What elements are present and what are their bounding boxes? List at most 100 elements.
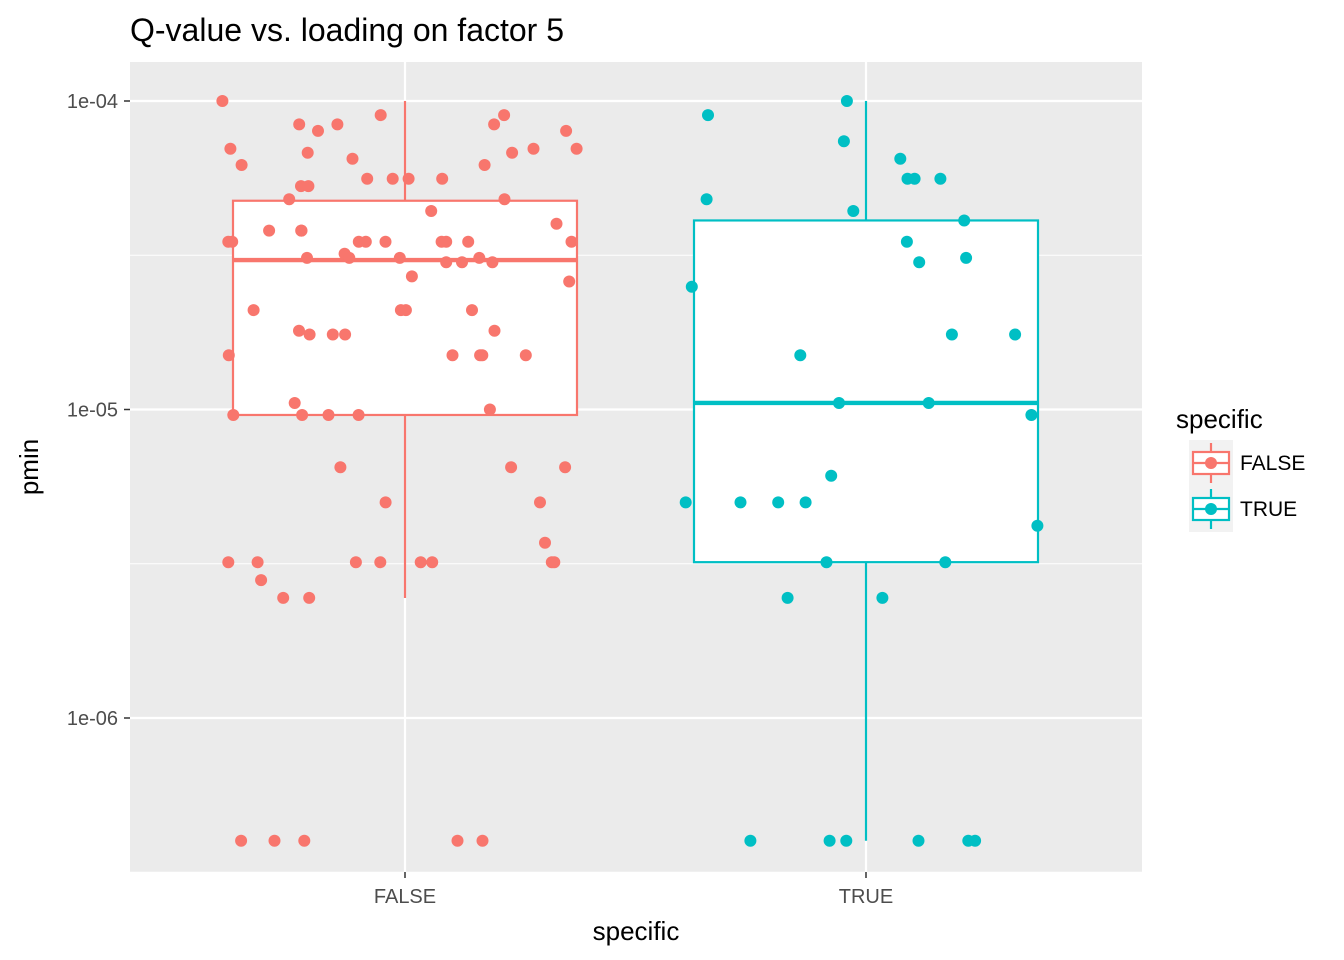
data-point bbox=[505, 461, 518, 474]
data-point bbox=[295, 224, 308, 237]
data-point bbox=[900, 235, 913, 248]
points-layer bbox=[216, 95, 1044, 847]
legend: FALSE TRUE bbox=[1189, 440, 1305, 532]
box-iqr bbox=[692, 219, 1040, 564]
data-point bbox=[394, 304, 407, 317]
data-point bbox=[913, 256, 926, 269]
data-point bbox=[216, 95, 229, 107]
data-point bbox=[222, 556, 235, 569]
data-point bbox=[894, 152, 907, 165]
data-point bbox=[570, 142, 583, 155]
data-point bbox=[222, 349, 235, 362]
data-point bbox=[478, 159, 491, 171]
data-point bbox=[550, 217, 563, 230]
data-point bbox=[922, 397, 935, 409]
data-point bbox=[436, 172, 449, 185]
data-point bbox=[498, 109, 511, 122]
data-point bbox=[301, 251, 313, 264]
data-point bbox=[519, 349, 532, 362]
data-point bbox=[440, 256, 453, 269]
y-tick-label: 1e-06 bbox=[67, 708, 118, 730]
data-point bbox=[545, 556, 558, 569]
data-point bbox=[474, 349, 487, 362]
data-point bbox=[303, 591, 316, 604]
legend-label: FALSE bbox=[1240, 452, 1305, 475]
data-point bbox=[908, 172, 921, 185]
data-point bbox=[352, 235, 365, 248]
data-point bbox=[302, 180, 315, 193]
data-point bbox=[451, 834, 464, 847]
data-point bbox=[837, 135, 850, 148]
data-point bbox=[934, 172, 947, 185]
data-point bbox=[226, 235, 239, 248]
data-point bbox=[312, 124, 324, 137]
chart-title: Q-value vs. loading on factor 5 bbox=[130, 12, 564, 48]
y-tick-label: 1e-04 bbox=[67, 91, 118, 113]
data-point bbox=[352, 409, 365, 421]
data-point bbox=[263, 224, 276, 237]
y-axis: 1e-04 1e-05 1e-06 bbox=[67, 91, 130, 730]
data-point bbox=[794, 349, 807, 362]
data-point bbox=[247, 304, 260, 317]
data-point bbox=[744, 834, 757, 847]
data-point bbox=[559, 461, 572, 474]
data-point bbox=[840, 834, 853, 847]
data-point bbox=[565, 235, 578, 248]
data-point bbox=[414, 556, 427, 569]
data-point bbox=[462, 235, 475, 248]
data-point bbox=[456, 256, 468, 269]
data-point bbox=[912, 834, 925, 847]
data-point bbox=[331, 118, 344, 131]
x-tick-label: FALSE bbox=[374, 886, 436, 908]
data-point bbox=[527, 142, 540, 155]
data-point bbox=[539, 536, 551, 549]
data-point bbox=[734, 496, 747, 509]
data-point bbox=[960, 251, 973, 264]
data-point bbox=[405, 270, 418, 283]
data-point bbox=[283, 193, 296, 206]
x-axis-title: specific bbox=[593, 916, 680, 946]
data-point bbox=[435, 235, 448, 248]
data-point bbox=[235, 159, 248, 171]
data-point bbox=[488, 118, 501, 131]
legend-key-point bbox=[1205, 457, 1217, 469]
data-point bbox=[296, 409, 309, 421]
data-point bbox=[235, 834, 248, 847]
y-axis-title: pmin bbox=[14, 439, 44, 495]
data-point bbox=[534, 496, 546, 509]
data-point bbox=[563, 275, 576, 288]
data-point bbox=[702, 109, 714, 122]
data-point bbox=[825, 469, 838, 482]
data-point bbox=[473, 251, 486, 264]
data-point bbox=[288, 397, 301, 409]
data-point bbox=[823, 834, 836, 847]
data-point bbox=[958, 214, 971, 227]
data-point bbox=[343, 251, 356, 264]
data-point bbox=[772, 496, 785, 509]
data-point bbox=[426, 556, 439, 569]
x-axis: FALSE TRUE bbox=[374, 872, 893, 908]
data-point bbox=[425, 205, 438, 217]
data-point bbox=[685, 280, 698, 293]
data-point bbox=[781, 591, 794, 604]
data-point bbox=[876, 591, 889, 604]
data-point bbox=[374, 556, 387, 569]
data-point bbox=[498, 193, 511, 206]
data-point bbox=[322, 409, 335, 421]
data-point bbox=[486, 256, 499, 269]
data-point bbox=[251, 556, 264, 569]
data-point bbox=[224, 142, 237, 155]
data-point bbox=[298, 834, 311, 847]
data-point bbox=[379, 496, 392, 509]
data-point bbox=[560, 124, 573, 137]
data-point bbox=[488, 324, 501, 337]
data-point bbox=[945, 328, 958, 341]
data-point bbox=[349, 556, 362, 569]
data-point bbox=[293, 324, 305, 337]
data-point bbox=[346, 152, 359, 165]
data-point bbox=[227, 409, 240, 421]
data-point bbox=[374, 109, 387, 122]
y-tick-label: 1e-05 bbox=[67, 400, 118, 422]
legend-label: TRUE bbox=[1240, 498, 1297, 521]
